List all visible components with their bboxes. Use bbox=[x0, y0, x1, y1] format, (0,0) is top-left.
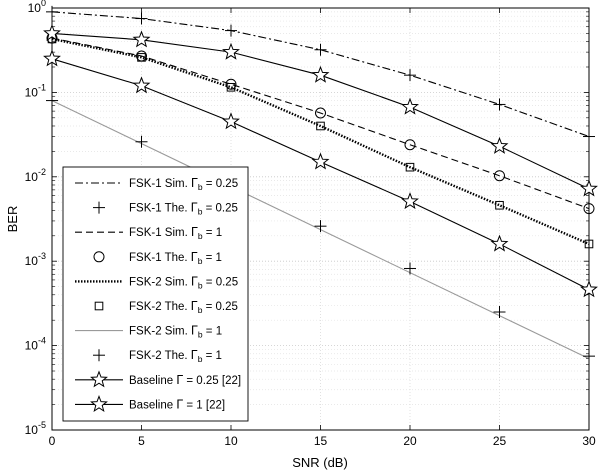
series-3-point bbox=[404, 139, 416, 151]
legend-marker-1 bbox=[93, 201, 105, 214]
series-9-point bbox=[43, 49, 61, 67]
series-8-point bbox=[43, 24, 61, 42]
y-tick-base: 10 bbox=[28, 1, 42, 15]
series-1-point bbox=[493, 98, 506, 111]
series-8-point bbox=[311, 65, 330, 83]
series-8-point bbox=[132, 30, 151, 48]
legend-marker-9 bbox=[90, 394, 108, 413]
x-tick-label: 20 bbox=[403, 434, 417, 448]
legend-entry-5: FSK-2 The. Γb = 0.25 bbox=[129, 299, 238, 315]
series-7-point bbox=[404, 262, 416, 275]
x-tick-label: 10 bbox=[224, 434, 238, 448]
y-tick-base: 10 bbox=[25, 339, 39, 353]
y-tick-base: 10 bbox=[25, 423, 39, 437]
series-8-point bbox=[222, 42, 240, 60]
series-9-point bbox=[401, 192, 419, 210]
grid-lines bbox=[52, 8, 589, 430]
y-tick-label: 10-4 bbox=[25, 336, 46, 353]
y-tick-exponent: -1 bbox=[38, 82, 46, 92]
series-line-2 bbox=[51, 37, 590, 210]
series-9-point bbox=[311, 152, 330, 170]
series-5-point bbox=[226, 82, 236, 92]
legend-entry-0: FSK-1 Sim. Γb = 0.25 bbox=[129, 176, 238, 192]
series-8-point bbox=[401, 97, 419, 115]
series-1-point bbox=[404, 69, 416, 82]
series-5-point bbox=[137, 53, 146, 62]
y-tick-label: 10-3 bbox=[25, 251, 46, 268]
x-tick-label: 30 bbox=[582, 434, 596, 448]
y-tick-exponent: -3 bbox=[38, 251, 46, 261]
y-tick-base: 10 bbox=[25, 170, 39, 184]
legend-entry-7: FSK-2 The. Γb = 1 bbox=[129, 348, 222, 364]
series-line-4 bbox=[51, 37, 590, 246]
series-5-point bbox=[316, 121, 325, 131]
legend-marker-7 bbox=[93, 349, 105, 362]
y-tick-base: 10 bbox=[25, 254, 39, 268]
x-tick-labels: 0 5 10 15 20 25 30 bbox=[49, 434, 596, 448]
x-tick-label: 25 bbox=[493, 434, 507, 448]
series-9-point bbox=[132, 76, 151, 94]
y-tick-exponent: -2 bbox=[38, 167, 46, 177]
series-8-point bbox=[490, 136, 509, 154]
series-7-point bbox=[314, 220, 327, 233]
legend-entry-8: Baseline Γ = 0.25 [22] bbox=[129, 373, 241, 387]
x-tick-label: 5 bbox=[138, 434, 145, 448]
x-tick-label: 15 bbox=[314, 434, 328, 448]
series-markers bbox=[43, 5, 598, 363]
legend-entry-9: Baseline Γ = 1 [22] bbox=[129, 397, 225, 411]
series-3-point bbox=[494, 170, 505, 182]
series-5-point bbox=[584, 239, 594, 249]
legend-entry-4: FSK-2 Sim. Γb = 0.25 bbox=[129, 274, 238, 290]
series-5-point bbox=[405, 162, 415, 172]
y-axis-label: BER bbox=[5, 206, 20, 233]
legend-entry-1: FSK-1 The. Γb = 0.25 bbox=[129, 201, 238, 217]
y-tick-exponent: -5 bbox=[38, 420, 46, 430]
series-9-point bbox=[222, 112, 240, 130]
series-1-point bbox=[314, 43, 327, 56]
series-5-point bbox=[495, 200, 504, 210]
series-7-point bbox=[135, 135, 148, 148]
series-9-point bbox=[490, 234, 509, 252]
series-7-point bbox=[493, 306, 506, 319]
series-1-point bbox=[225, 24, 237, 37]
series-9-point bbox=[580, 280, 598, 298]
series-7-point bbox=[46, 94, 58, 107]
y-tick-exponent: 0 bbox=[41, 0, 46, 8]
series-1-point bbox=[135, 12, 148, 25]
y-tick-base: 10 bbox=[25, 85, 39, 99]
y-tick-label: 10-1 bbox=[25, 82, 46, 99]
y-tick-label: 10-2 bbox=[25, 167, 46, 184]
series-3-point bbox=[583, 203, 595, 215]
y-tick-exponent: -4 bbox=[38, 336, 46, 346]
series-1-point bbox=[46, 5, 58, 18]
series-7-point bbox=[583, 350, 595, 363]
x-tick-label: 0 bbox=[49, 434, 56, 448]
legend-marker-3 bbox=[93, 251, 105, 263]
legend-marker-5 bbox=[94, 301, 104, 311]
legend-marker-8 bbox=[90, 370, 108, 388]
series-8-point bbox=[580, 179, 598, 197]
x-axis-label: SNR (dB) bbox=[292, 455, 348, 470]
axis-ticks bbox=[51, 7, 590, 431]
legend: FSK-1 Sim. Γb = 0.25 FSK-1 The. Γb = 0.25… bbox=[62, 166, 249, 422]
legend-entry-2: FSK-1 Sim. Γb = 1 bbox=[129, 225, 222, 241]
legend-entry-6: FSK-2 Sim. Γb = 1 bbox=[129, 324, 222, 340]
legend-entry-3: FSK-1 The. Γb = 1 bbox=[129, 250, 222, 266]
series-3-point bbox=[315, 107, 326, 119]
series-1-point bbox=[583, 130, 595, 143]
y-tick-label: 10-5 bbox=[25, 420, 46, 437]
series-3-point bbox=[225, 78, 237, 90]
y-tick-label: 100 bbox=[28, 0, 46, 15]
